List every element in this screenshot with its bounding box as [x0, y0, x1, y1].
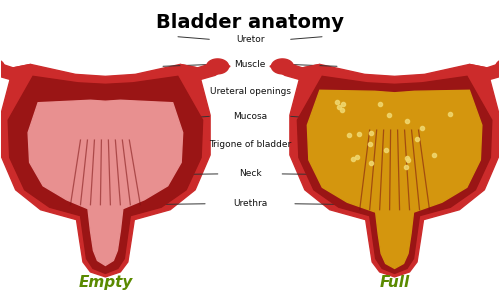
Text: Ureteral openings: Ureteral openings	[210, 87, 290, 96]
Polygon shape	[28, 100, 182, 266]
Polygon shape	[298, 76, 492, 273]
Text: Muscle: Muscle	[234, 60, 266, 69]
Text: Empty: Empty	[78, 275, 132, 290]
Polygon shape	[0, 59, 4, 74]
Text: Uretor: Uretor	[236, 35, 264, 44]
Polygon shape	[308, 90, 482, 268]
Polygon shape	[180, 60, 230, 80]
Text: Full: Full	[380, 275, 410, 290]
Polygon shape	[470, 60, 500, 80]
Text: Mucosa: Mucosa	[233, 112, 267, 121]
Text: Neck: Neck	[238, 169, 262, 178]
Polygon shape	[496, 59, 500, 74]
Polygon shape	[0, 60, 30, 80]
Text: Trigone of bladder: Trigone of bladder	[209, 140, 291, 148]
Polygon shape	[290, 64, 500, 277]
Polygon shape	[270, 60, 320, 80]
Polygon shape	[206, 59, 229, 74]
Polygon shape	[272, 59, 293, 74]
Polygon shape	[8, 76, 202, 273]
Polygon shape	[0, 64, 210, 277]
Text: Urethra: Urethra	[233, 199, 267, 208]
Text: Bladder anatomy: Bladder anatomy	[156, 13, 344, 32]
